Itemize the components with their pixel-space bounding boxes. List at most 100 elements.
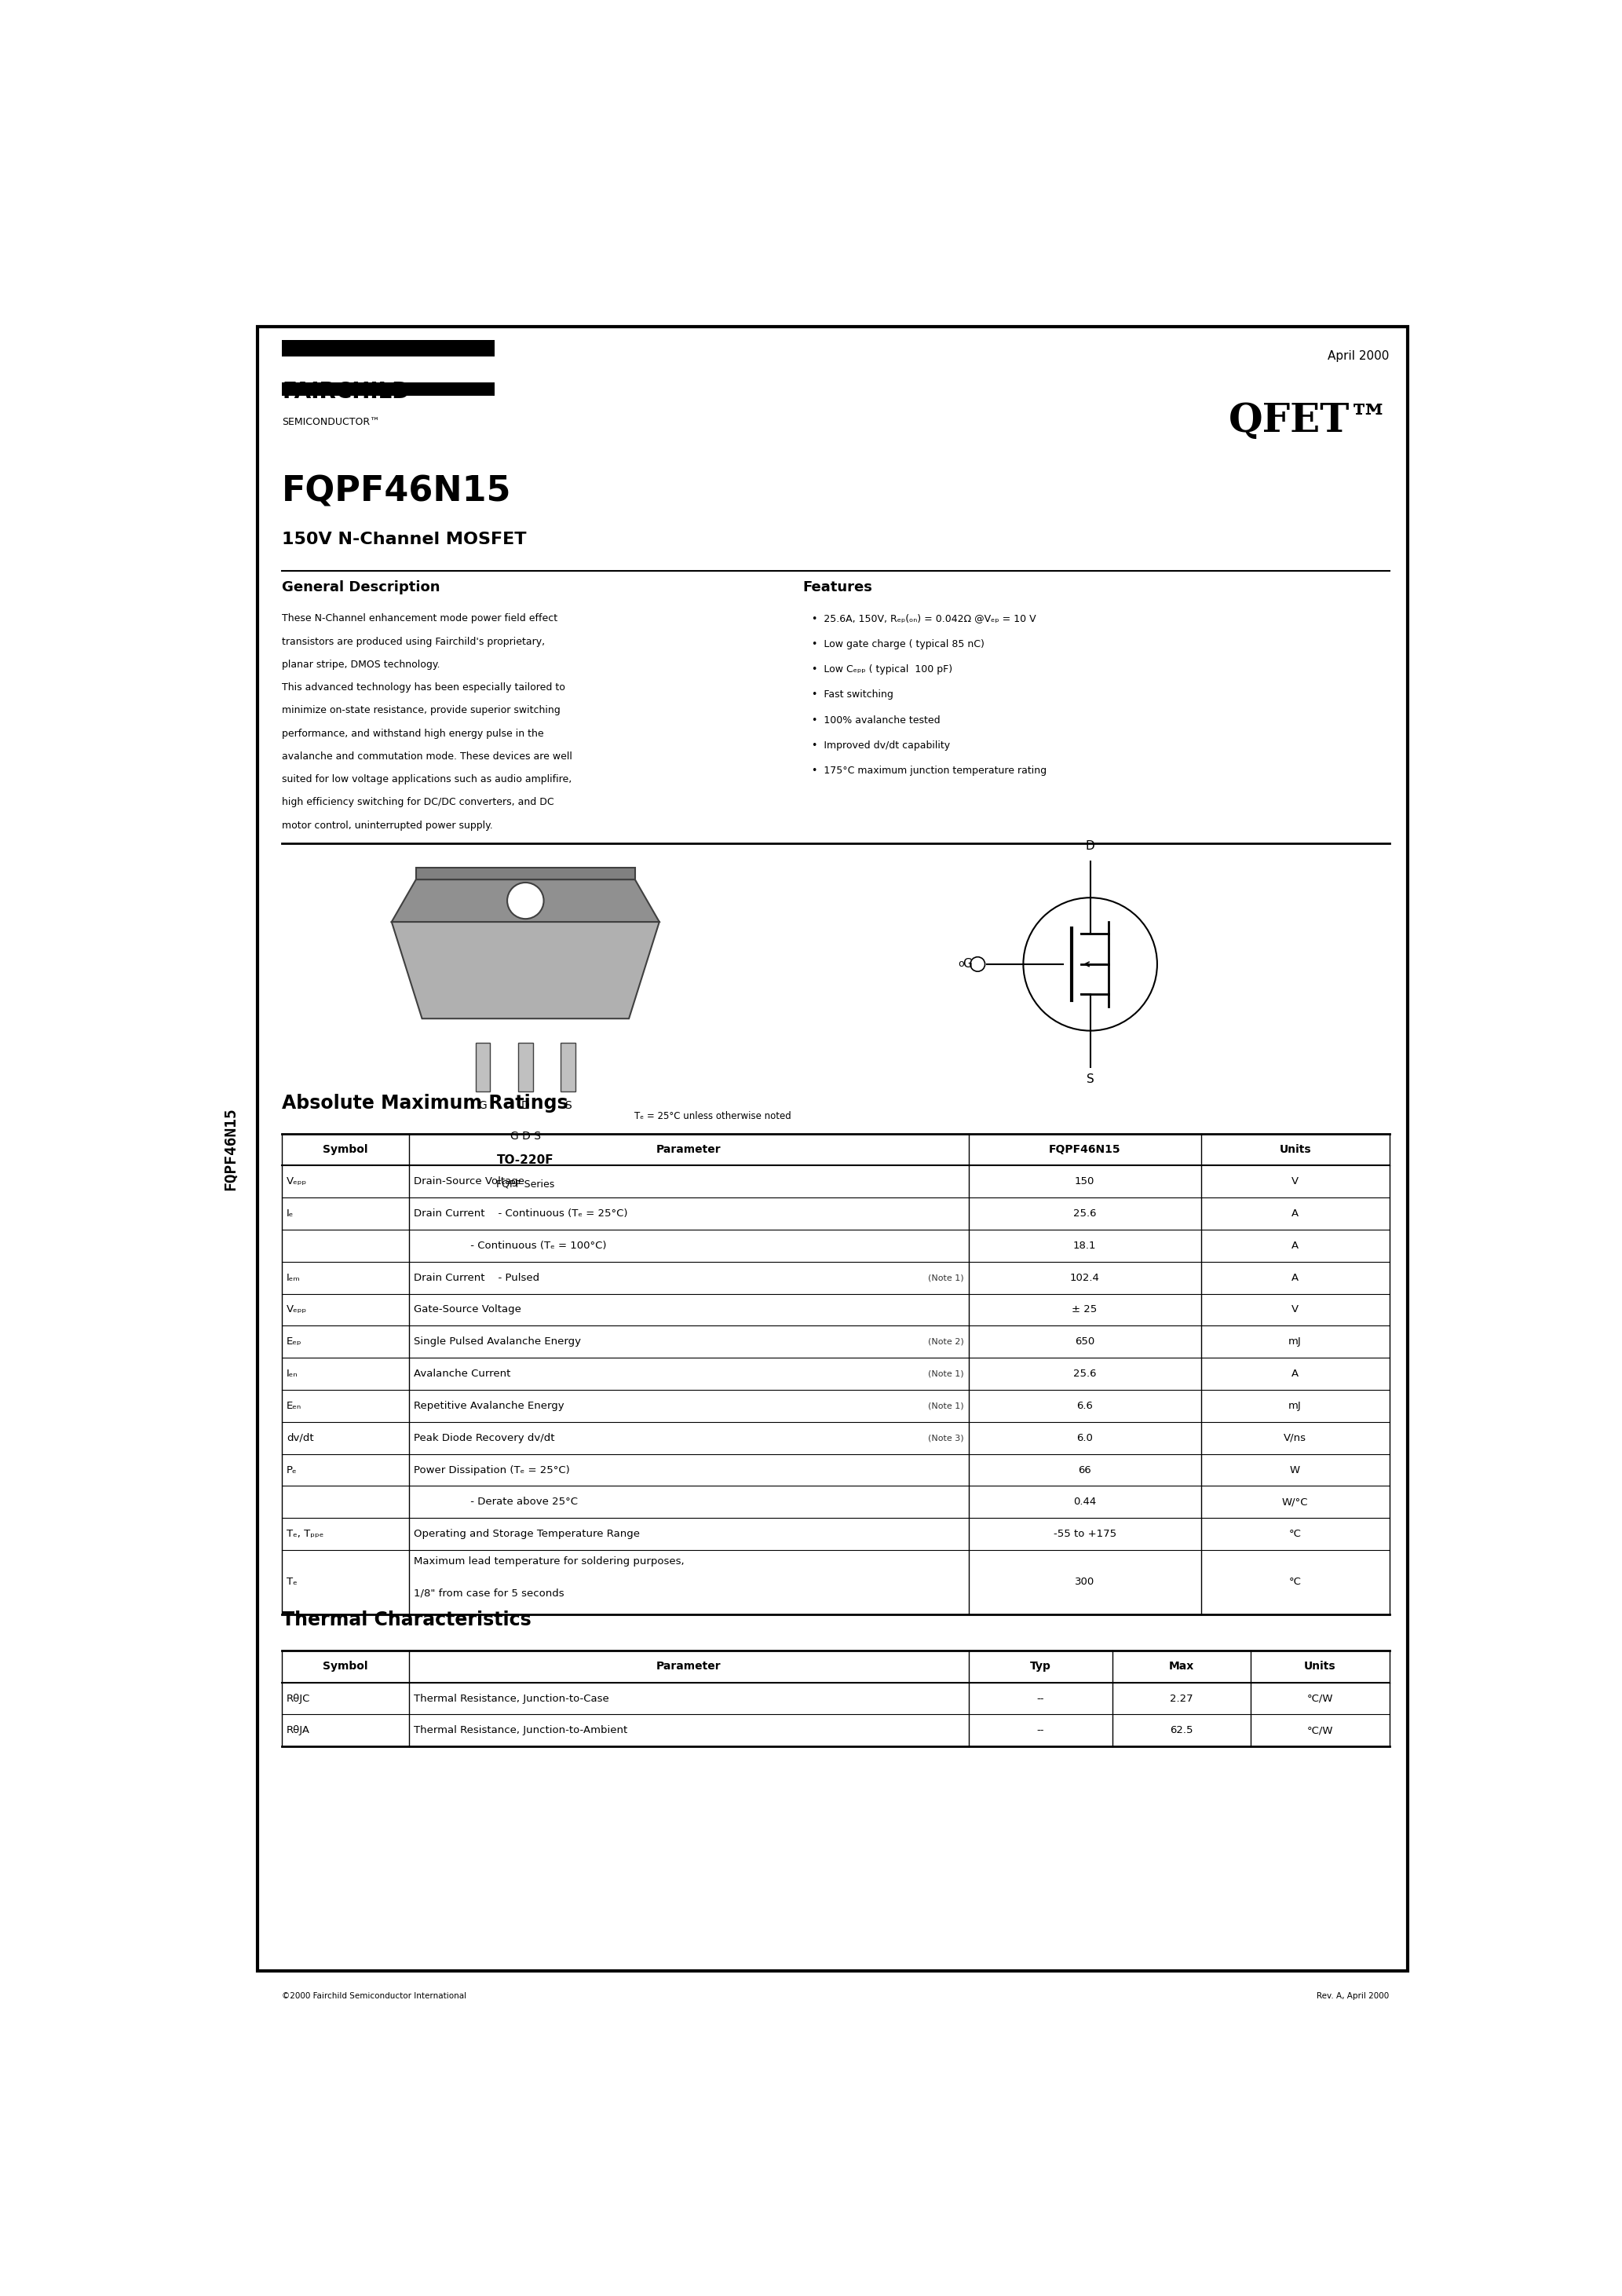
Text: Absolute Maximum Ratings: Absolute Maximum Ratings — [282, 1093, 568, 1111]
Text: FQPF Series: FQPF Series — [496, 1178, 555, 1189]
Text: 18.1: 18.1 — [1074, 1240, 1096, 1251]
Text: A: A — [1291, 1368, 1299, 1380]
Text: •  100% avalanche tested: • 100% avalanche tested — [811, 714, 939, 726]
Text: Iₑₙ: Iₑₙ — [287, 1368, 298, 1380]
Text: --: -- — [1036, 1694, 1045, 1704]
Text: G D S: G D S — [511, 1130, 540, 1141]
Text: FAIRCHILD: FAIRCHILD — [282, 381, 410, 402]
Text: 150: 150 — [1075, 1176, 1095, 1187]
Text: (Note 1): (Note 1) — [928, 1274, 963, 1281]
Text: °C: °C — [1289, 1577, 1301, 1587]
Text: 0.44: 0.44 — [1074, 1497, 1096, 1506]
Text: Symbol: Symbol — [323, 1660, 368, 1671]
Text: (Note 3): (Note 3) — [928, 1435, 963, 1442]
Text: D: D — [521, 1100, 530, 1111]
Text: Avalanche Current: Avalanche Current — [414, 1368, 511, 1380]
Text: Thermal Resistance, Junction-to-Ambient: Thermal Resistance, Junction-to-Ambient — [414, 1724, 628, 1736]
Text: (Note 2): (Note 2) — [928, 1339, 963, 1345]
Text: 25.6: 25.6 — [1074, 1368, 1096, 1380]
Text: (Note 1): (Note 1) — [928, 1403, 963, 1410]
Text: Features: Features — [803, 581, 873, 595]
Text: 300: 300 — [1075, 1577, 1095, 1587]
Text: Max: Max — [1169, 1660, 1194, 1671]
Text: Drain Current    - Pulsed: Drain Current - Pulsed — [414, 1272, 540, 1283]
Text: 650: 650 — [1075, 1336, 1095, 1348]
Text: °C/W: °C/W — [1307, 1694, 1333, 1704]
Text: Iₑ: Iₑ — [287, 1208, 294, 1219]
Bar — [475, 1042, 490, 1091]
Text: S: S — [1087, 1072, 1095, 1084]
Text: •  Improved dv/dt capability: • Improved dv/dt capability — [811, 742, 950, 751]
Text: 62.5: 62.5 — [1169, 1724, 1194, 1736]
Text: ± 25: ± 25 — [1072, 1304, 1098, 1316]
Text: 25.6: 25.6 — [1074, 1208, 1096, 1219]
Text: Eₑₚ: Eₑₚ — [287, 1336, 302, 1348]
Text: •  175°C maximum junction temperature rating: • 175°C maximum junction temperature rat… — [811, 767, 1046, 776]
Text: --: -- — [1036, 1724, 1045, 1736]
Text: Repetitive Avalanche Energy: Repetitive Avalanche Energy — [414, 1401, 564, 1412]
Text: QFET™: QFET™ — [1229, 402, 1388, 441]
Bar — [282, 340, 495, 356]
Text: FQPF46N15: FQPF46N15 — [282, 475, 511, 507]
Text: FQPF46N15: FQPF46N15 — [1049, 1143, 1121, 1155]
Text: (Note 1): (Note 1) — [928, 1371, 963, 1378]
Text: S: S — [564, 1100, 571, 1111]
Text: ©2000 Fairchild Semiconductor International: ©2000 Fairchild Semiconductor Internatio… — [282, 1993, 467, 2000]
Bar — [282, 383, 495, 395]
Text: General Description: General Description — [282, 581, 440, 595]
Text: A: A — [1291, 1208, 1299, 1219]
Text: 6.0: 6.0 — [1077, 1433, 1093, 1442]
Text: 66: 66 — [1079, 1465, 1092, 1474]
Bar — [517, 1042, 532, 1091]
Text: 150V N-Channel MOSFET: 150V N-Channel MOSFET — [282, 533, 527, 546]
Text: These N-Channel enhancement mode power field effect: These N-Channel enhancement mode power f… — [282, 613, 558, 625]
Text: •  Fast switching: • Fast switching — [811, 689, 894, 700]
Text: Units: Units — [1304, 1660, 1337, 1671]
Bar — [415, 868, 634, 879]
Text: Vₑₚₚ: Vₑₚₚ — [287, 1304, 307, 1316]
Text: performance, and withstand high energy pulse in the: performance, and withstand high energy p… — [282, 728, 543, 739]
Text: Single Pulsed Avalanche Energy: Single Pulsed Avalanche Energy — [414, 1336, 581, 1348]
Text: 102.4: 102.4 — [1071, 1272, 1100, 1283]
Text: V: V — [1291, 1304, 1299, 1316]
Text: Parameter: Parameter — [657, 1660, 722, 1671]
Text: °C: °C — [1289, 1529, 1301, 1538]
Text: transistors are produced using Fairchild's proprietary,: transistors are produced using Fairchild… — [282, 636, 545, 647]
Text: Pₑ: Pₑ — [287, 1465, 297, 1474]
Text: RθJC: RθJC — [287, 1694, 310, 1704]
Text: D: D — [1085, 840, 1095, 852]
Text: 1/8" from case for 5 seconds: 1/8" from case for 5 seconds — [414, 1589, 564, 1598]
Text: W: W — [1289, 1465, 1301, 1474]
Text: Power Dissipation (Tₑ = 25°C): Power Dissipation (Tₑ = 25°C) — [414, 1465, 569, 1474]
Text: Peak Diode Recovery dv/dt: Peak Diode Recovery dv/dt — [414, 1433, 555, 1442]
Text: •  25.6A, 150V, Rₑₚ(ₒₙ) = 0.042Ω @Vₑₚ = 10 V: • 25.6A, 150V, Rₑₚ(ₒₙ) = 0.042Ω @Vₑₚ = 1… — [811, 613, 1036, 625]
Text: Operating and Storage Temperature Range: Operating and Storage Temperature Range — [414, 1529, 641, 1538]
Text: 2.27: 2.27 — [1169, 1694, 1194, 1704]
Text: high efficiency switching for DC/DC converters, and DC: high efficiency switching for DC/DC conv… — [282, 797, 555, 808]
Text: This advanced technology has been especially tailored to: This advanced technology has been especi… — [282, 682, 564, 693]
Text: Iₑₘ: Iₑₘ — [287, 1272, 300, 1283]
Text: Gate-Source Voltage: Gate-Source Voltage — [414, 1304, 522, 1316]
Text: W/°C: W/°C — [1281, 1497, 1309, 1506]
Text: A: A — [1291, 1240, 1299, 1251]
Text: dv/dt: dv/dt — [287, 1433, 315, 1442]
Text: Rev. A, April 2000: Rev. A, April 2000 — [1317, 1993, 1388, 2000]
Text: V: V — [1291, 1176, 1299, 1187]
Text: TO-220F: TO-220F — [496, 1155, 555, 1166]
Text: Symbol: Symbol — [323, 1143, 368, 1155]
Text: G: G — [962, 957, 972, 971]
Polygon shape — [391, 879, 659, 923]
Text: RθJA: RθJA — [287, 1724, 310, 1736]
Text: Maximum lead temperature for soldering purposes,: Maximum lead temperature for soldering p… — [414, 1557, 684, 1566]
Text: motor control, uninterrupted power supply.: motor control, uninterrupted power suppl… — [282, 820, 493, 831]
Text: suited for low voltage applications such as audio amplifire,: suited for low voltage applications such… — [282, 774, 571, 785]
Text: mJ: mJ — [1288, 1401, 1302, 1412]
Text: FQPF46N15: FQPF46N15 — [222, 1107, 237, 1189]
Text: 6.6: 6.6 — [1077, 1401, 1093, 1412]
Text: °C/W: °C/W — [1307, 1724, 1333, 1736]
Text: Vₑₚₚ: Vₑₚₚ — [287, 1176, 307, 1187]
Text: Tₑ, Tₚₚₑ: Tₑ, Tₚₚₑ — [287, 1529, 324, 1538]
Polygon shape — [391, 923, 659, 1019]
Text: Tₑ = 25°C unless otherwise noted: Tₑ = 25°C unless otherwise noted — [634, 1111, 792, 1120]
Text: Thermal Characteristics: Thermal Characteristics — [282, 1609, 532, 1630]
